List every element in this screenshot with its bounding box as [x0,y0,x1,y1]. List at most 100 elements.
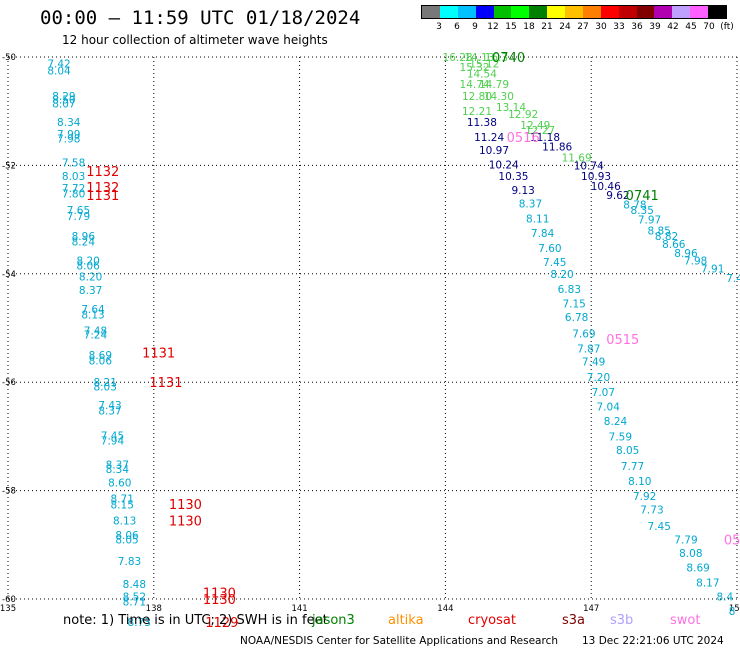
color-scale-label: 18 [523,22,535,32]
swh-value: 8.13 [81,309,104,321]
swh-value: 8.07 [52,99,75,111]
swh-value: 8.50 [52,94,75,106]
legend-item-s3b: s3b [610,613,634,628]
lon-tick-label: 150 [729,604,740,614]
swh-value: 7.65 [67,205,90,217]
swh-value: 8.06 [115,530,139,542]
swh-value: 14.30 [484,91,514,103]
swh-value: 7.83 [118,556,141,568]
swh-value: 8.37 [106,460,129,472]
lat-tick-label: -50 [2,53,16,63]
swh-value: 7.97 [638,215,661,227]
swh-value: 8.24 [604,416,628,428]
pass-time-label: 1130 [203,586,236,601]
chart-subtitle: 12 hour collection of altimeter wave hei… [62,33,328,47]
swh-value: 7.4 [726,273,740,285]
swh-value: 8.20 [76,255,99,267]
lat-tick-label: -58 [2,487,16,497]
swh-value: 8.08 [679,548,702,560]
swh-value: 8.37 [519,198,542,210]
swh-value: 8.48 [123,579,146,591]
swh-value: 8.06 [76,261,100,273]
swh-value: 7.99 [57,129,80,141]
color-scale-swatch [708,6,726,18]
swh-value: 8.96 [72,231,96,243]
legend-item-altika: altika [388,613,424,628]
color-scale-swatch [618,6,637,18]
swh-value: 7.59 [609,431,632,443]
swh-value: 7.45 [543,257,566,269]
generated-timestamp: 13 Dec 22:21:06 UTC 2024 [582,635,724,647]
swh-value: 8.60 [108,477,131,489]
swh-value: 7.64 [81,304,105,316]
swh-value: 12.21 [462,106,492,118]
swh-value: 8.21 [94,377,117,389]
swh-value: 7.84 [531,228,555,240]
swh-value: 7.58 [62,158,85,170]
pass-time-label: 1130 [169,514,202,529]
swh-value: 8.04 [47,66,71,78]
swh-value: 7.07 [592,387,615,399]
swh-value: 8.69 [89,350,112,362]
legend-item-s3a: s3a [562,613,586,628]
swh-value: 8.05 [616,445,639,457]
color-scale-label: 9 [472,22,478,32]
swh-value: 8.24 [72,236,96,248]
swh-value: 8.71 [111,494,134,506]
swh-value: 14.74 [460,79,490,91]
map-axes: 135 138 141 144 147 150 -50 -52 -54 -56 -58 -60 [0,53,740,614]
swh-value: 15.32 [460,62,490,74]
color-scale-swatch [636,6,655,18]
legend-item-swot: swot [670,613,701,628]
swh-value: 7.43 [98,400,121,412]
color-scale-swatch [565,6,583,18]
color-scale-label: (ft) [720,22,734,32]
swh-value: 8.34 [57,117,81,129]
swh-value: 9.62 [606,190,629,202]
lon-tick-label: 147 [583,604,599,614]
swh-value: 8.03 [94,382,117,394]
swh-value: 16.3 [485,52,508,64]
swh-value: 7.98 [57,133,80,145]
swh-value: 12.80 [462,91,492,103]
color-scale-label: 36 [631,22,643,32]
swh-value: 10.93 [581,171,611,183]
swh-value: 11.86 [542,141,572,153]
swh-value: 7.87 [577,344,600,356]
map-grid [7,56,738,600]
swh-value: 7.24 [84,330,108,342]
color-scale-label: 45 [685,22,697,32]
pass-time-label: 1131 [86,189,119,204]
pass-time-label: 0741 [626,189,659,204]
color-scale-label: 70 [703,22,715,32]
swh-value: 7.60 [538,243,561,255]
swh-value: 8.69 [686,563,709,575]
color-scale-label: 3 [436,22,442,32]
swh-value: 10.24 [489,159,519,171]
color-scale-label: 15 [505,22,517,32]
pass-time-label: 0740 [492,51,525,66]
swh-value: 11.38 [467,117,497,129]
swh-value: 7.79 [674,534,697,546]
color-scale-swatch [547,6,565,18]
color-scale-label: 27 [577,22,589,32]
lon-tick-label: 144 [437,604,453,614]
swh-value: 8.4 [716,591,733,603]
swh-value: 7.80 [62,189,85,201]
color-scale-swatch [422,6,440,18]
color-scale-swatch [690,6,708,18]
wave-height-observations: 7.428.048.298.508.078.347.997.987.588.03… [47,52,740,629]
swh-value: 14.13 [464,52,494,64]
color-scale-swatch [600,6,619,18]
swh-value: 14.54 [467,68,497,80]
swh-value: 10.35 [498,171,528,183]
swh-value: 7.69 [572,328,595,340]
legend-item-cryosat: cryosat [468,613,516,628]
lon-tick-label: 141 [291,604,307,614]
swh-value: 8.52 [123,591,146,603]
swh-value: 7.77 [621,461,644,473]
swh-value: 7.94 [101,436,125,448]
credit-line: NOAA/NESDIS Center for Satellite Applica… [240,635,558,647]
swh-value: 7.49 [582,357,605,369]
